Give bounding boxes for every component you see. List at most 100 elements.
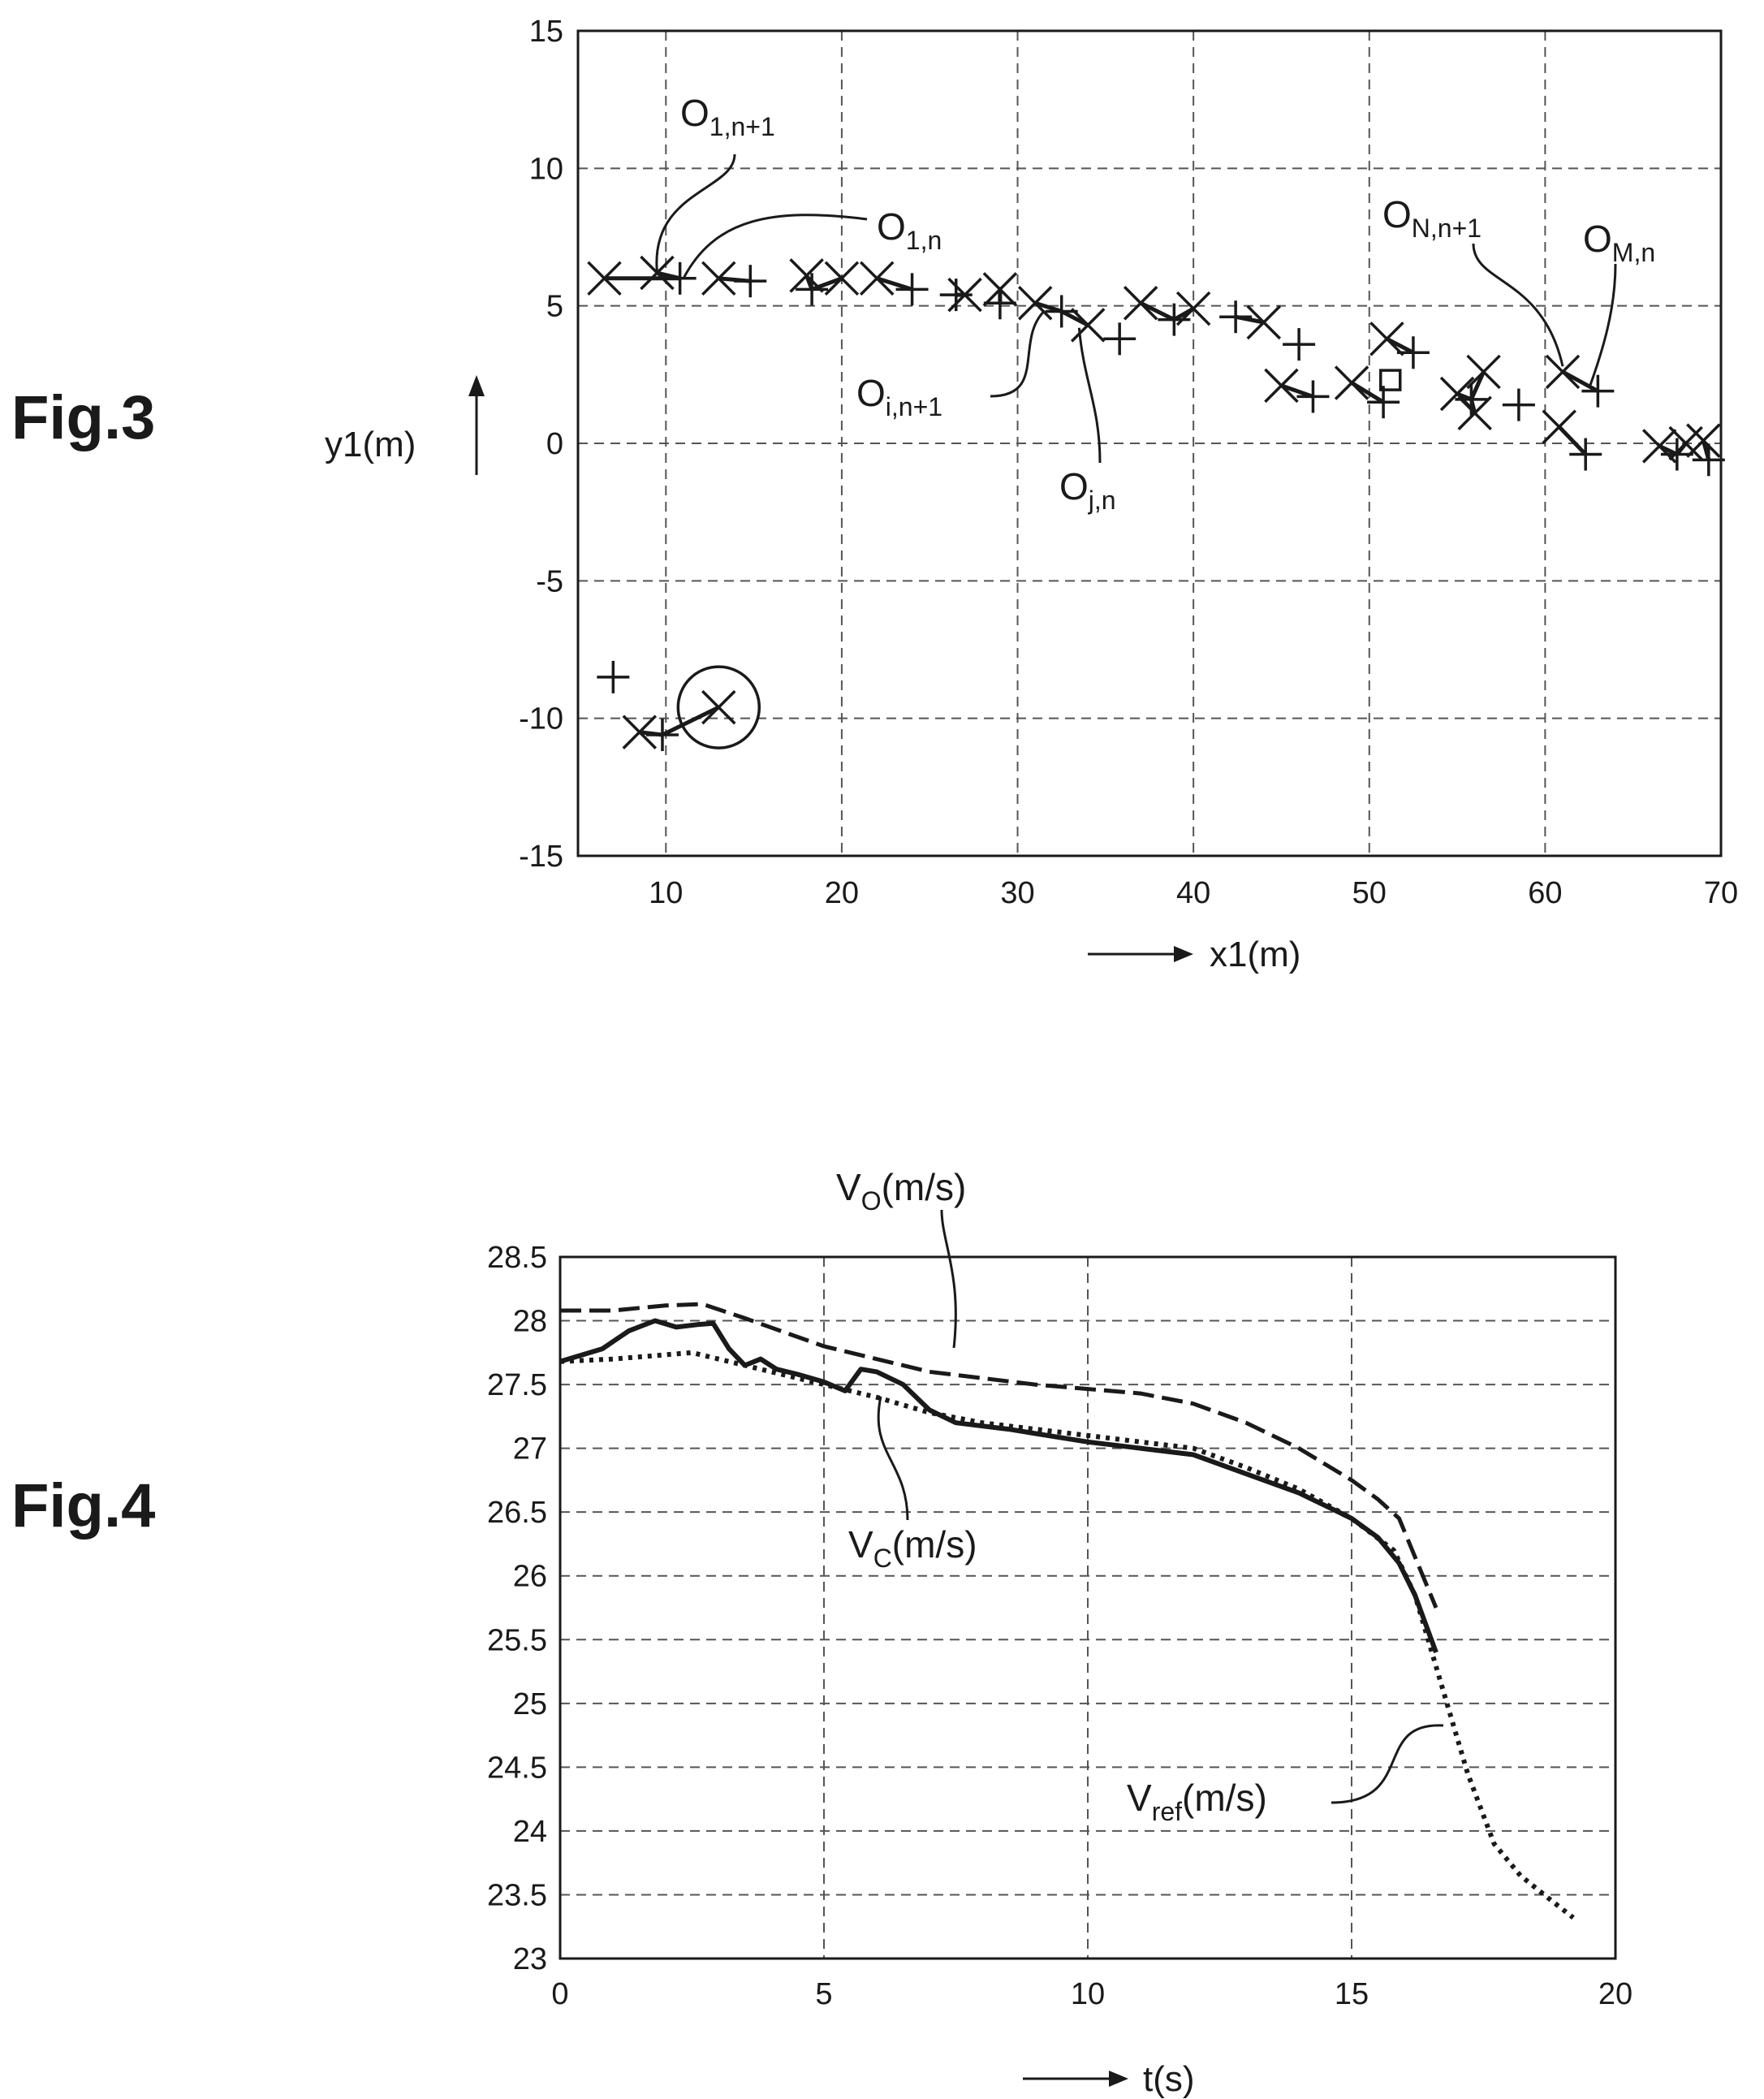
fig3-point-x (1017, 286, 1053, 321)
fig4-series-lines (559, 1302, 1575, 1920)
fig3-highlight-circle (676, 665, 761, 749)
fig3-point-square (1379, 369, 1402, 391)
fig3-point-plus (895, 273, 929, 306)
fig3-x-axis-title: x1(m) (1210, 935, 1300, 974)
fig4-x-tick-label: 10 (1071, 1977, 1105, 2011)
fig3-point-x (1246, 304, 1282, 340)
fig4-y-tick-label: 26 (513, 1560, 547, 1594)
fig3-point-plus (796, 273, 829, 306)
fig3-point-plus (1581, 374, 1615, 408)
fig4-y-tick-label: 27.5 (487, 1368, 547, 1402)
fig4-series-label-leader (1331, 1724, 1444, 1804)
fig3-annotation-label: ON,n+1 (1382, 193, 1482, 243)
fig4-y-tick-label: 24 (513, 1815, 547, 1849)
fig3-point-plus (1219, 300, 1253, 334)
fig4-x-tick-label: 15 (1335, 1977, 1369, 2011)
fig4-series-line-c (559, 1318, 1438, 1654)
fig4-y-tick-label: 28 (513, 1305, 547, 1339)
fig3-x-tick-labels: 10 20 30 40 50 60 70 (649, 876, 1738, 910)
fig3-annotation-leader (1077, 327, 1102, 464)
fig4-x-tick-label: 20 (1598, 1977, 1632, 2011)
fig4-y-tick-label: 24.5 (487, 1751, 547, 1785)
fig3-annotation-leader (1472, 243, 1564, 367)
fig3-x-tick-label: 10 (649, 876, 683, 910)
fig3-y-tick-label: 0 (546, 427, 563, 461)
fig3-point-plus (1103, 322, 1136, 356)
fig4-label: Fig.4 (11, 1471, 155, 1540)
fig3-annotation-label: O1,n (877, 205, 942, 255)
fig3-point-plus (1455, 382, 1488, 416)
fig4-x-tick-label: 5 (815, 1977, 832, 2011)
fig3-point-x (789, 258, 824, 293)
fig3-annotation-leader (990, 310, 1046, 398)
fig3-y-axis-title: y1(m) (325, 425, 416, 464)
fig3-trail-segment (1350, 381, 1385, 404)
fig3-annotation-leader (682, 214, 868, 279)
fig3-label: Fig.3 (11, 383, 155, 452)
fig3-point-plus (1660, 438, 1693, 471)
fig3-trail-segment (1561, 369, 1599, 393)
fig3-point-plus (1569, 438, 1602, 471)
fig3-annotation-label: O1,n+1 (680, 92, 775, 141)
fig3-y-tick-labels: 15 10 5 0 -5 -10 -15 (519, 15, 563, 874)
fig3-point-plus (645, 718, 679, 751)
fig3-point-x (1545, 354, 1581, 390)
fig3-trail-segment (876, 276, 913, 292)
fig4-series-label-o: VO(m/s) (836, 1166, 966, 1216)
fig3-trail-segment (1140, 301, 1175, 322)
fig3-y-tick-label: -10 (519, 702, 563, 736)
fig3-point-plus (1396, 336, 1430, 369)
fig3-x-axis-arrowhead (1174, 946, 1193, 962)
fig3-point-plus (663, 261, 697, 295)
fig3-point-plus (1692, 443, 1725, 477)
fig3-point-x (1264, 368, 1299, 404)
fig3-point-x (587, 261, 622, 296)
fig3-x-tick-label: 60 (1528, 876, 1562, 910)
fig3-point-plus (597, 660, 630, 693)
fig3-y-tick-label: -15 (519, 840, 563, 874)
fig4-series-line-o (560, 1302, 1438, 1609)
fig3-point-plus (939, 279, 973, 312)
fig4-y-tick-labels: 28.5 28 27.5 27 26.5 26 25.5 25 24.5 24 23.5 23 (487, 1241, 547, 1976)
fig3-trail-segment (1280, 383, 1314, 399)
fig3-annotation-leader (655, 153, 736, 274)
fig3-point-x (622, 715, 658, 749)
fig3-x-tick-label: 50 (1352, 876, 1387, 910)
fig3-y-tick-label: -5 (536, 564, 563, 598)
fig4-x-tick-labels: 0 5 10 15 20 (551, 1977, 1632, 2011)
fig3-point-plus (1283, 328, 1316, 361)
fig3-annotation-label: Oj,n (1059, 465, 1116, 515)
fig4-series-label-leader (940, 1209, 957, 1349)
fig3-point-plus (1502, 388, 1535, 421)
fig3-point-plus (734, 265, 767, 298)
fig3-point-x (1123, 286, 1158, 321)
fig4-series-labels: VO(m/s) VC(m/s) Vref(m/s) (836, 1166, 1444, 1826)
fig3-point-x (1369, 322, 1404, 356)
fig3-trail-segment (1386, 337, 1415, 355)
fig3-point-x (1542, 409, 1576, 444)
fig4-y-tick-label: 25.5 (487, 1623, 547, 1657)
fig3-plot-frame (576, 29, 1723, 857)
fig3-annotations: O1,n+1 O1,n Oi,n+1 Oj,n ON,n+1 OM,n (655, 92, 1655, 515)
fig3-point-x (824, 261, 860, 296)
fig3-point-x (1686, 423, 1721, 458)
fig3-y-tick-label: 10 (529, 152, 563, 186)
fig3-point-x (1334, 365, 1369, 400)
fig4-series-line-ref (559, 1350, 1575, 1920)
fig4-x-axis-title: t(s) (1143, 2059, 1195, 2099)
fig3-trail-segment (1469, 370, 1486, 400)
fig3-annotation-label: Oi,n+1 (856, 372, 942, 421)
fig4-series-label-leader (877, 1396, 909, 1521)
fig4-line-chart: 0 5 10 15 20 28.52827.52726.52625.52524.5242… (487, 1166, 1632, 2099)
fig4-grid (560, 1257, 1615, 1959)
fig4-series-label-ref: Vref(m/s) (1127, 1777, 1267, 1826)
fig3-trail-segment (661, 705, 720, 737)
fig4-x-tick-label: 0 (551, 1977, 568, 2011)
fig3-point-plus (983, 287, 1016, 320)
fig3-annotation-leader (1588, 263, 1617, 389)
fig4-x-axis-arrowhead (1109, 2071, 1128, 2087)
fig3-point-x (701, 261, 736, 296)
fig3-markers (587, 255, 1725, 751)
